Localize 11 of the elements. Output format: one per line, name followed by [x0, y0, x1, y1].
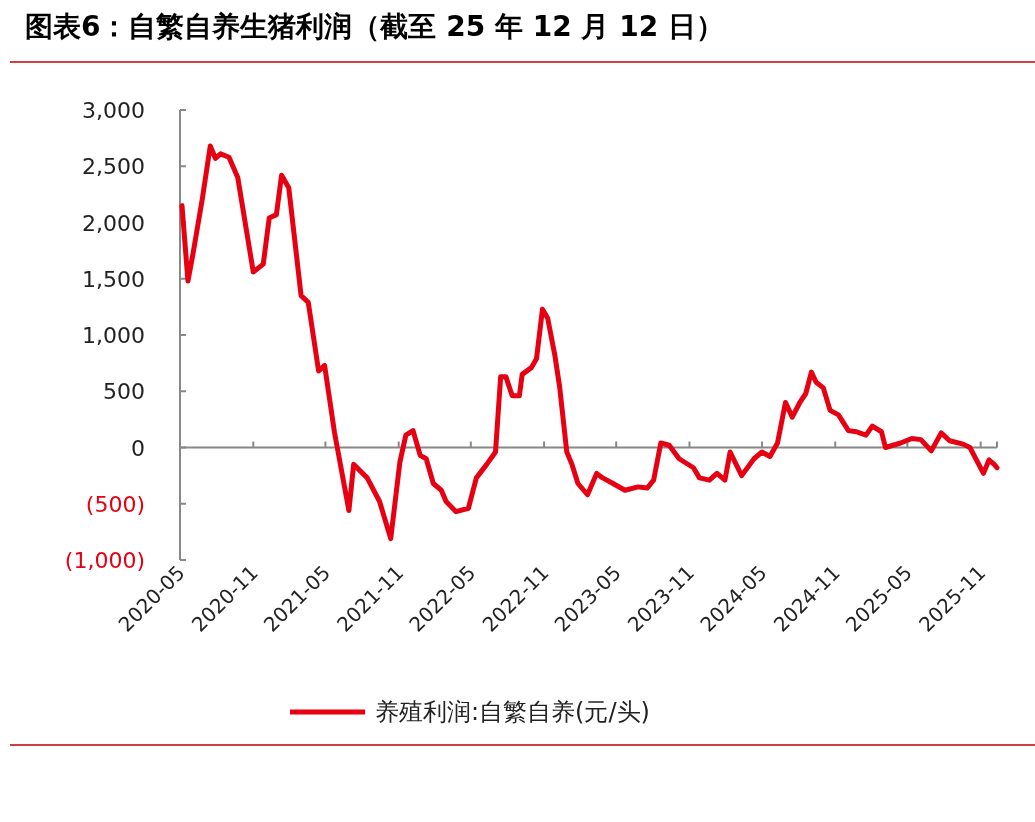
y-tick-label: 3,000	[82, 98, 145, 123]
y-tick-label: 500	[103, 379, 145, 405]
y-tick-label: 1,500	[82, 266, 145, 292]
y-tick-label: 2,500	[82, 154, 145, 180]
y-tick-label: (500)	[85, 491, 145, 517]
y-tick-label: 1,000	[82, 323, 145, 348]
chart-title: 图表6：自繁自养生猪利润（截至 25 年 12 月 12 日）	[25, 10, 724, 43]
legend: 养殖利润:自繁自养(元/头)	[290, 698, 650, 726]
y-tick-label: 0	[131, 435, 145, 461]
y-tick-label: 2,000	[82, 210, 145, 236]
legend-label: 养殖利润:自繁自养(元/头)	[375, 698, 650, 726]
